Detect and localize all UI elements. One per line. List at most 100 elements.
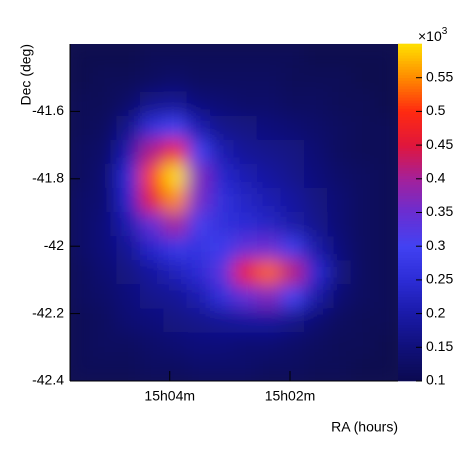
exponent-power: 3 — [442, 26, 448, 37]
heatmap-cell — [374, 332, 398, 358]
colorbar-band — [398, 245, 422, 250]
colorbar-band — [398, 324, 422, 328]
heatmap-cell — [304, 44, 329, 69]
heatmap-cell — [93, 91, 118, 117]
heatmap-cell — [304, 67, 329, 93]
heatmap-cell — [233, 67, 258, 93]
colorbar-band — [398, 77, 422, 81]
colorbar-band — [398, 186, 422, 191]
colorbar-band — [398, 316, 422, 320]
colorbar-tick-label: 0.35 — [426, 203, 453, 219]
colorbar-band — [398, 153, 422, 157]
heatmap-cell — [304, 115, 329, 141]
y-tick-label: -42.2 — [32, 304, 64, 320]
colorbar-tick-label: 0.55 — [426, 68, 453, 84]
colorbar-band — [398, 175, 422, 180]
heatmap-cell — [304, 284, 329, 310]
colorbar-band — [398, 220, 422, 225]
colorbar-band — [398, 318, 422, 323]
heatmap-cell — [374, 308, 398, 334]
heatmap-cell — [139, 187, 165, 214]
heatmap-cell — [327, 139, 352, 165]
heatmap-cell — [116, 356, 141, 381]
heatmap-cell — [186, 91, 212, 117]
colorbar-band — [398, 170, 422, 174]
colorbar-band — [398, 94, 422, 98]
colorbar-band — [398, 251, 422, 255]
heatmap-cell — [93, 211, 118, 238]
colorbar-band — [398, 133, 422, 137]
heatmap-cell — [374, 91, 398, 117]
colorbar-band — [398, 229, 422, 233]
colorbar-tick-label: 0.45 — [426, 136, 453, 152]
colorbar-band — [398, 310, 422, 314]
colorbar-band — [398, 172, 422, 177]
colorbar-band — [398, 358, 422, 362]
colorbar-band — [398, 240, 422, 244]
colorbar-tick-label: 0.4 — [426, 170, 446, 186]
colorbar-band — [398, 167, 422, 171]
heatmap-cell — [163, 187, 188, 214]
heatmap-cell — [139, 139, 165, 165]
heatmap-cell — [70, 44, 95, 69]
colorbar-band — [398, 231, 422, 236]
heatmap-cell — [256, 67, 282, 93]
heatmap-cell — [139, 163, 165, 189]
heatmap-cell — [116, 115, 141, 141]
heatmap-cell — [327, 211, 352, 238]
heatmap-cell — [210, 115, 235, 141]
heatmap-cell — [93, 308, 118, 334]
heatmap-cell — [233, 260, 258, 286]
colorbar-band — [398, 130, 422, 135]
heatmap-cell — [304, 260, 329, 286]
colorbar-band — [398, 321, 422, 326]
heatmap-cell — [327, 91, 352, 117]
colorbar-band — [398, 88, 422, 93]
colorbar-band — [398, 192, 422, 196]
heatmap-cell — [139, 236, 165, 262]
y-tick-label: -42.4 — [32, 372, 64, 388]
colorbar-band — [398, 156, 422, 160]
colorbar-band — [398, 122, 422, 126]
heatmap-cell — [93, 115, 118, 141]
heatmap-cell — [280, 284, 306, 310]
heatmap-cell — [350, 91, 376, 117]
colorbar-band — [398, 178, 422, 182]
colorbar-band — [398, 293, 422, 298]
heatmap-cell — [139, 332, 165, 358]
colorbar-band — [398, 83, 422, 87]
heatmap-cell — [116, 236, 141, 262]
colorbar-tick-label: 0.2 — [426, 304, 446, 320]
colorbar-band — [398, 127, 422, 132]
heatmap-cell — [233, 187, 258, 214]
heatmap-cell — [256, 163, 282, 189]
colorbar-band — [398, 330, 422, 334]
colorbar-band — [398, 372, 422, 376]
colorbar-band — [398, 57, 422, 62]
heatmap-cell — [186, 308, 212, 334]
heatmap-cell — [327, 187, 352, 214]
heatmap-cell — [93, 260, 118, 286]
heatmap-cell — [256, 260, 282, 286]
heatmap-cell — [327, 115, 352, 141]
heatmap-cell — [70, 91, 95, 117]
heatmap-cell — [304, 332, 329, 358]
heatmap-cell — [93, 187, 118, 214]
heatmap-cell — [374, 260, 398, 286]
heatmap-cell — [256, 284, 282, 310]
colorbar-band — [398, 313, 422, 317]
heatmap-cell — [139, 91, 165, 117]
heatmap-cell — [280, 139, 306, 165]
heatmap-cell — [280, 91, 306, 117]
heatmap-cell — [210, 91, 235, 117]
colorbar-band — [398, 74, 422, 78]
heatmap-cell — [327, 236, 352, 262]
heatmap-cell — [163, 91, 188, 117]
heatmap-cell — [350, 211, 376, 238]
heatmap-cell — [93, 44, 118, 69]
colorbar-band — [398, 352, 422, 357]
colorbar-band — [398, 141, 422, 146]
heatmap-cell — [210, 260, 235, 286]
heatmap-cell — [163, 236, 188, 262]
heatmap-cell — [327, 44, 352, 69]
